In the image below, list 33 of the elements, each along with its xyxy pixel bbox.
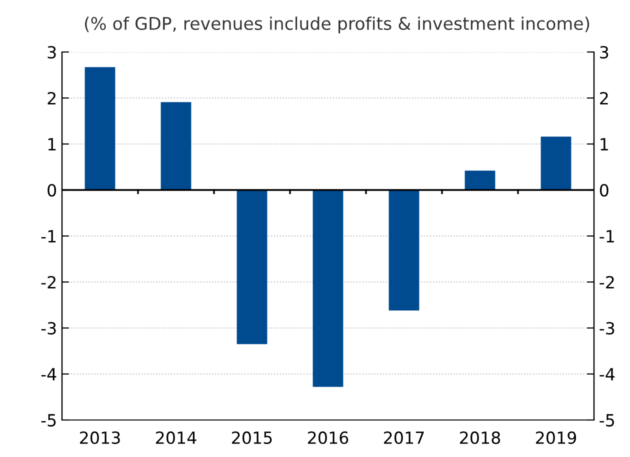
bar — [464, 170, 496, 190]
bar — [312, 190, 344, 387]
y2-tick-label: -3 — [600, 322, 614, 335]
y2-tick-label: 2 — [600, 92, 608, 104]
y2-tick-label: -1 — [600, 230, 614, 242]
x-tick-label: 2016 — [308, 431, 348, 444]
y-tick-label: 1 — [48, 138, 56, 150]
y-tick-label: -1 — [41, 230, 56, 242]
chart-subtitle: (% of GDP, revenues include profits & investment income) — [85, 16, 590, 34]
x-tick-label: 2018 — [460, 431, 500, 444]
bar — [388, 190, 420, 311]
y2-tick-label: 1 — [600, 138, 608, 150]
y-tick-label: 3 — [48, 46, 56, 59]
bar — [84, 67, 116, 190]
y-tick-label: 0 — [48, 184, 56, 197]
y2-tick-label: 0 — [600, 184, 608, 197]
x-tick-label: 2015 — [232, 431, 272, 444]
y-tick-label: -4 — [41, 368, 56, 380]
y2-tick-label: 3 — [600, 46, 608, 59]
y2-tick-label: -4 — [600, 368, 615, 380]
y-tick-label: -3 — [41, 322, 56, 335]
x-tick-label: 2013 — [80, 431, 120, 444]
x-tick-label: 2017 — [384, 431, 424, 444]
y-tick-label: -5 — [41, 414, 56, 427]
y2-tick-label: -5 — [600, 414, 614, 427]
x-tick-label: 2014 — [156, 431, 196, 444]
y2-tick-label: -2 — [600, 276, 614, 288]
bar — [540, 136, 572, 190]
x-tick-label: 2019 — [536, 431, 576, 444]
y-tick-label: 2 — [48, 92, 56, 104]
bar — [160, 102, 192, 190]
bar — [236, 190, 268, 344]
y-tick-label: -2 — [41, 276, 56, 288]
